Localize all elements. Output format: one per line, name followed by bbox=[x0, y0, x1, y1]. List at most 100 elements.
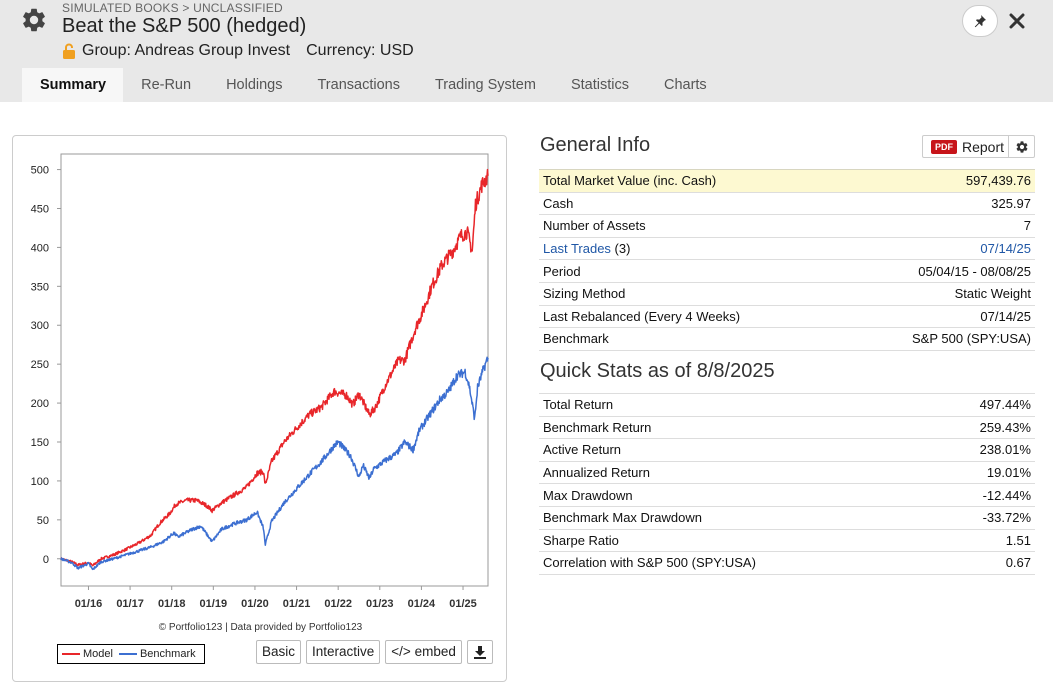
download-icon bbox=[473, 645, 486, 659]
report-settings-button[interactable] bbox=[1008, 136, 1034, 157]
pin-button[interactable] bbox=[962, 5, 998, 37]
breadcrumb: SIMULATED BOOKS > UNCLASSIFIED bbox=[62, 1, 283, 15]
last-trades-date-link[interactable]: 07/14/25 bbox=[980, 241, 1031, 257]
row-label: Active Return bbox=[539, 438, 930, 462]
row-value: 05/04/15 - 08/08/25 bbox=[845, 259, 1035, 283]
quick-stats-table: Total Return 497.44% Benchmark Return 25… bbox=[539, 393, 1035, 575]
row-value: 325.97 bbox=[845, 191, 1035, 215]
book-meta: Group: Andreas Group Invest Currency: US… bbox=[62, 42, 414, 60]
x-tick-label: 01/25 bbox=[449, 598, 477, 610]
x-tick-label: 01/20 bbox=[241, 598, 269, 610]
table-row: Correlation with S&P 500 (SPY:USA) 0.67 bbox=[539, 551, 1035, 575]
table-row: Annualized Return 19.01% bbox=[539, 460, 1035, 484]
currency-label: Currency: USD bbox=[306, 42, 414, 59]
row-label: Cash bbox=[539, 191, 846, 215]
last-trades-count: (3) bbox=[610, 241, 631, 257]
chart-credit: © Portfolio123 | Data provided by Portfo… bbox=[158, 622, 363, 633]
interactive-button[interactable]: Interactive bbox=[306, 640, 381, 664]
row-value: 0.67 bbox=[929, 551, 1035, 575]
row-label: Last Rebalanced (Every 4 Weeks) bbox=[539, 304, 846, 328]
close-icon bbox=[1009, 13, 1025, 29]
plot-area bbox=[60, 153, 489, 587]
gear-icon[interactable] bbox=[20, 6, 48, 34]
table-row: Number of Assets 7 bbox=[539, 214, 1035, 238]
performance-chart[interactable]: 0 50 100 150 200 250 300 350 400 450 500 01/16 01/17… bbox=[13, 136, 508, 616]
download-button[interactable] bbox=[466, 640, 493, 664]
row-value: 7 bbox=[845, 214, 1035, 238]
y-tick-label: 250 bbox=[31, 359, 49, 371]
general-info-table: Total Market Value (inc. Cash) 597,439.7… bbox=[539, 169, 1035, 351]
x-tick-label: 01/24 bbox=[408, 598, 436, 610]
tab-summary[interactable]: Summary bbox=[22, 68, 124, 102]
x-tick-label: 01/19 bbox=[200, 598, 228, 610]
row-value: 497.44% bbox=[929, 393, 1035, 417]
row-value: 597,439.76 bbox=[845, 169, 1035, 193]
y-tick-label: 200 bbox=[31, 398, 49, 410]
tab-re-run[interactable]: Re-Run bbox=[141, 77, 192, 93]
tab-trading-system[interactable]: Trading System bbox=[434, 77, 536, 93]
y-tick-label: 450 bbox=[31, 203, 49, 215]
y-tick-label: 50 bbox=[37, 515, 49, 527]
row-value: -12.44% bbox=[929, 483, 1035, 507]
tab-charts[interactable]: Charts bbox=[663, 77, 707, 93]
tab-bar: Summary Re-Run Holdings Transactions Tra… bbox=[0, 68, 1053, 102]
y-tick-label: 500 bbox=[31, 165, 49, 177]
gear-icon bbox=[1016, 140, 1027, 153]
y-tick-label: 400 bbox=[31, 242, 49, 254]
y-tick-label: 100 bbox=[31, 476, 49, 488]
x-tick-label: 01/18 bbox=[158, 598, 186, 610]
x-tick-label: 01/22 bbox=[324, 598, 352, 610]
row-value: 07/14/25 bbox=[845, 236, 1035, 260]
row-label: Period bbox=[539, 259, 846, 283]
row-label: Sizing Method bbox=[539, 281, 846, 306]
table-row: Benchmark Return 259.43% bbox=[539, 415, 1035, 439]
tab-statistics[interactable]: Statistics bbox=[570, 77, 629, 93]
tab-holdings[interactable]: Holdings bbox=[226, 77, 283, 93]
row-value: 238.01% bbox=[929, 438, 1035, 462]
legend-model-label[interactable]: Model bbox=[83, 648, 113, 660]
row-label: Correlation with S&P 500 (SPY:USA) bbox=[539, 551, 930, 575]
pdf-badge: PDF bbox=[931, 139, 957, 154]
x-tick-label: 01/21 bbox=[283, 598, 311, 610]
series-line-benchmark[interactable] bbox=[60, 356, 489, 571]
legend-benchmark-label[interactable]: Benchmark bbox=[139, 648, 196, 660]
lock-icon bbox=[63, 43, 75, 59]
row-value: 07/14/25 bbox=[845, 304, 1035, 328]
basic-button[interactable]: Basic bbox=[256, 640, 302, 664]
series-line-model[interactable] bbox=[60, 168, 489, 567]
legend-model-swatch bbox=[62, 653, 80, 655]
close-button[interactable] bbox=[1004, 8, 1030, 34]
row-label: Max Drawdown bbox=[539, 483, 930, 507]
x-tick-label: 01/17 bbox=[116, 598, 144, 610]
table-row: Sizing Method Static Weight bbox=[539, 281, 1035, 306]
table-row: Cash 325.97 bbox=[539, 191, 1035, 215]
table-row: Active Return 238.01% bbox=[539, 438, 1035, 462]
table-row: Total Return 497.44% bbox=[539, 393, 1035, 417]
tab-transactions[interactable]: Transactions bbox=[317, 77, 400, 93]
embed-button[interactable]: </> embed bbox=[385, 640, 462, 664]
row-value: 259.43% bbox=[929, 415, 1035, 439]
x-tick-label: 01/16 bbox=[75, 598, 103, 610]
table-row: Last Trades (3) 07/14/25 bbox=[539, 236, 1035, 260]
performance-chart-panel: 0 50 100 150 200 250 300 350 400 450 500 01/16 01/17… bbox=[12, 135, 507, 682]
report-button[interactable]: PDF Report bbox=[922, 135, 1035, 158]
general-info-title: General Info bbox=[540, 134, 651, 156]
chart-buttons: Basic Interactive </> embed bbox=[256, 640, 493, 664]
report-label: Report bbox=[962, 138, 1005, 155]
row-value: S&P 500 (SPY:USA) bbox=[845, 327, 1035, 351]
row-label: Number of Assets bbox=[539, 214, 846, 238]
header: SIMULATED BOOKS > UNCLASSIFIED Beat the … bbox=[0, 0, 1053, 68]
y-tick-label: 150 bbox=[31, 437, 49, 449]
table-row: Benchmark Max Drawdown -33.72% bbox=[539, 505, 1035, 530]
table-row: Period 05/04/15 - 08/08/25 bbox=[539, 259, 1035, 283]
page-title: Beat the S&P 500 (hedged) bbox=[62, 15, 307, 37]
last-trades-link[interactable]: Last Trades bbox=[543, 241, 611, 257]
row-value: Static Weight bbox=[845, 281, 1035, 306]
row-label: Benchmark Return bbox=[539, 415, 930, 439]
row-label: Total Market Value (inc. Cash) bbox=[539, 169, 846, 193]
chart-legend: Model Benchmark bbox=[57, 644, 205, 664]
row-label: Benchmark Max Drawdown bbox=[539, 505, 930, 530]
row-value: -33.72% bbox=[929, 505, 1035, 530]
table-row: Last Rebalanced (Every 4 Weeks) 07/14/25 bbox=[539, 304, 1035, 328]
row-label: Benchmark bbox=[539, 327, 846, 351]
